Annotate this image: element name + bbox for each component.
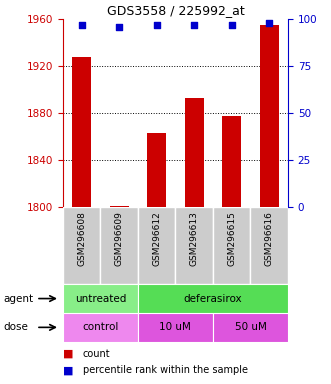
Bar: [175, 207, 213, 284]
Text: agent: agent: [3, 293, 33, 304]
Text: GSM296613: GSM296613: [190, 211, 199, 266]
Bar: [251, 207, 288, 284]
Text: ■: ■: [63, 349, 73, 359]
Text: 50 uM: 50 uM: [235, 322, 266, 333]
Bar: [147, 133, 166, 207]
Text: GSM296608: GSM296608: [77, 211, 86, 266]
Bar: [213, 313, 288, 342]
Text: GSM296609: GSM296609: [115, 211, 124, 266]
Text: GSM296615: GSM296615: [227, 211, 236, 266]
Bar: [63, 207, 100, 284]
Bar: [138, 207, 175, 284]
Text: control: control: [82, 322, 118, 333]
Bar: [213, 207, 251, 284]
Bar: [63, 284, 138, 313]
Text: count: count: [83, 349, 110, 359]
Point: [117, 24, 122, 30]
Text: GSM296612: GSM296612: [152, 211, 161, 266]
Bar: [185, 98, 204, 207]
Text: percentile rank within the sample: percentile rank within the sample: [83, 366, 248, 376]
Bar: [222, 116, 241, 207]
Bar: [260, 25, 279, 207]
Bar: [138, 313, 213, 342]
Text: 10 uM: 10 uM: [160, 322, 191, 333]
Bar: [63, 313, 138, 342]
Bar: [72, 57, 91, 207]
Point: [266, 20, 272, 26]
Point: [192, 22, 197, 28]
Bar: [110, 206, 128, 207]
Text: dose: dose: [3, 322, 28, 333]
Text: deferasirox: deferasirox: [184, 293, 242, 304]
Point: [79, 22, 84, 28]
Point: [154, 22, 159, 28]
Text: ■: ■: [63, 366, 73, 376]
Bar: [100, 207, 138, 284]
Bar: [138, 284, 288, 313]
Text: untreated: untreated: [75, 293, 126, 304]
Text: GSM296616: GSM296616: [265, 211, 274, 266]
Title: GDS3558 / 225992_at: GDS3558 / 225992_at: [107, 3, 244, 17]
Point: [229, 22, 234, 28]
